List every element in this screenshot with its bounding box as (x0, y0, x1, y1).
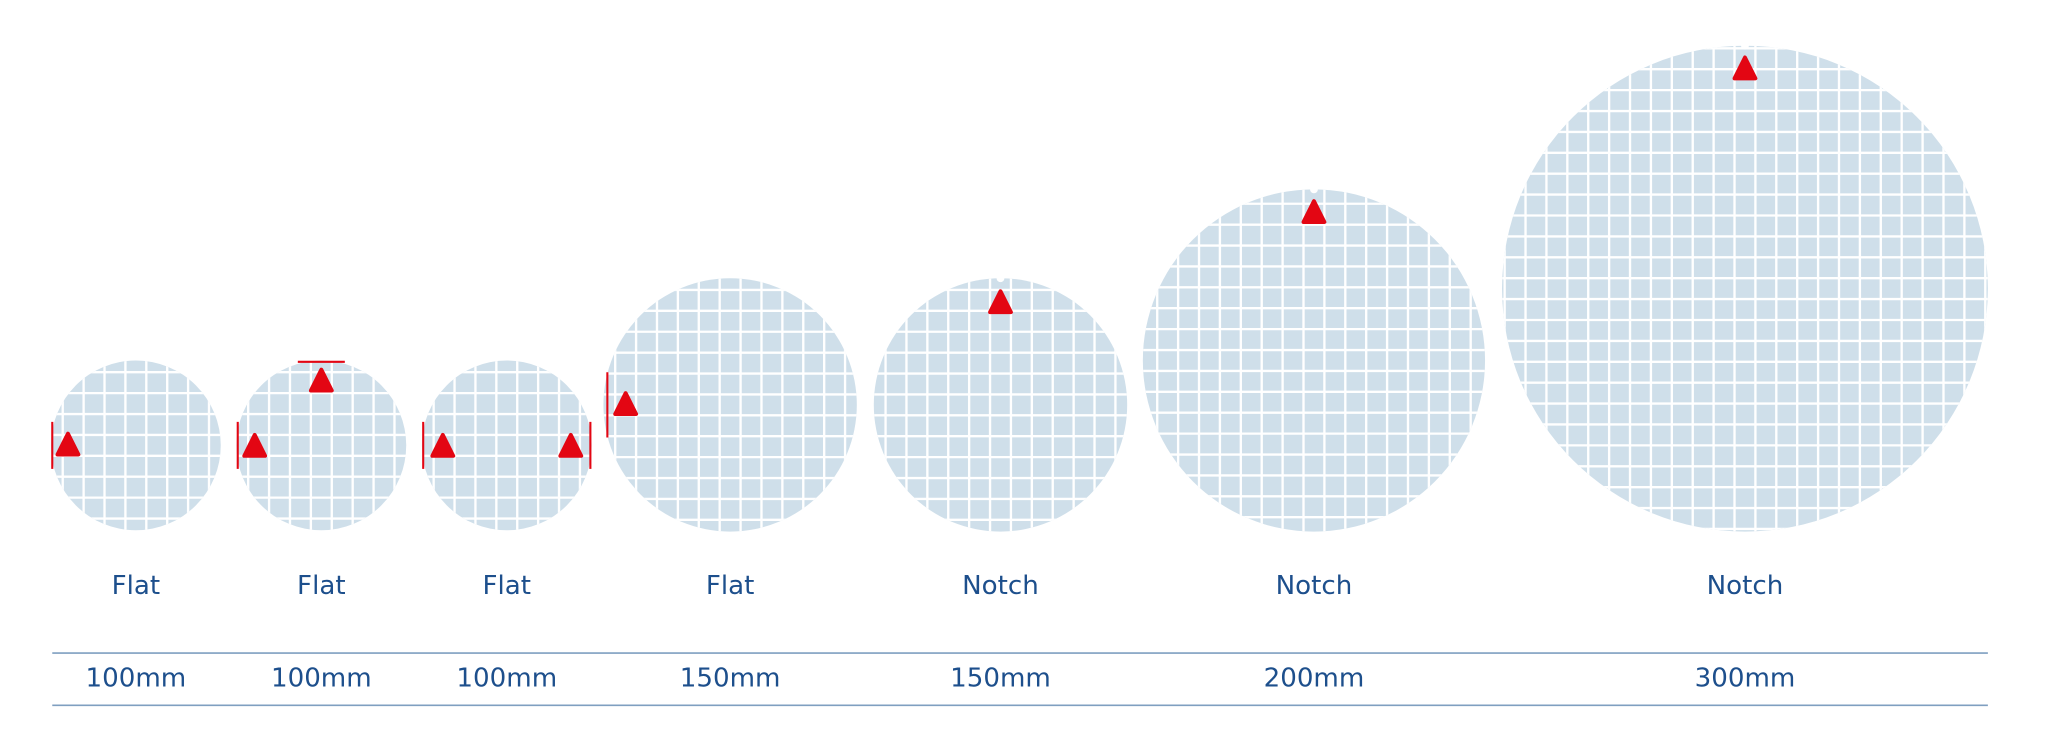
wafer-grid (873, 278, 1128, 532)
wafer-disc (873, 278, 1128, 532)
orientation-triangle (988, 289, 1013, 315)
orientation-triangle (1732, 55, 1758, 81)
wafer-disc (1502, 45, 1988, 532)
wafer (873, 274, 1128, 532)
wafer-disc (50, 360, 221, 531)
wafer-type: Notch (962, 571, 1039, 601)
wafer-type: Flat (112, 571, 161, 601)
wafer (603, 278, 857, 532)
wafer (421, 360, 592, 531)
orientation-triangle (308, 367, 334, 393)
wafer (236, 360, 407, 531)
wafer-disc (421, 360, 592, 531)
wafer (1502, 41, 1988, 532)
wafer-type: Flat (706, 571, 755, 601)
orientation-triangle (558, 432, 584, 458)
wafer-type: Notch (1276, 571, 1353, 601)
wafer-size: 150mm (680, 664, 781, 694)
wafer (50, 360, 221, 531)
wafer-disc (603, 278, 857, 532)
wafer-type: Flat (297, 571, 346, 601)
wafer-size: 100mm (271, 664, 372, 694)
notch (1310, 185, 1318, 194)
wafer-disc (1142, 189, 1486, 532)
wafer-disc (236, 360, 407, 531)
wafer-grid (1142, 189, 1486, 532)
orientation-triangle (613, 391, 639, 416)
orientation-triangle (242, 432, 268, 458)
wafer-size: 100mm (86, 664, 187, 694)
wafer-grid (421, 360, 592, 531)
orientation-triangle (55, 431, 81, 457)
orientation-triangle (430, 432, 456, 458)
wafer-size: 150mm (950, 664, 1051, 694)
wafer (1142, 185, 1486, 532)
notch (1741, 41, 1749, 50)
wafer-type: Flat (483, 571, 532, 601)
wafer-grid (1502, 45, 1988, 532)
wafer-size: 100mm (456, 664, 557, 694)
wafer-size: 200mm (1264, 664, 1365, 694)
wafer-type: Notch (1707, 571, 1784, 601)
wafer-size: 300mm (1695, 664, 1796, 694)
orientation-triangle (1301, 199, 1327, 224)
notch (996, 274, 1005, 283)
